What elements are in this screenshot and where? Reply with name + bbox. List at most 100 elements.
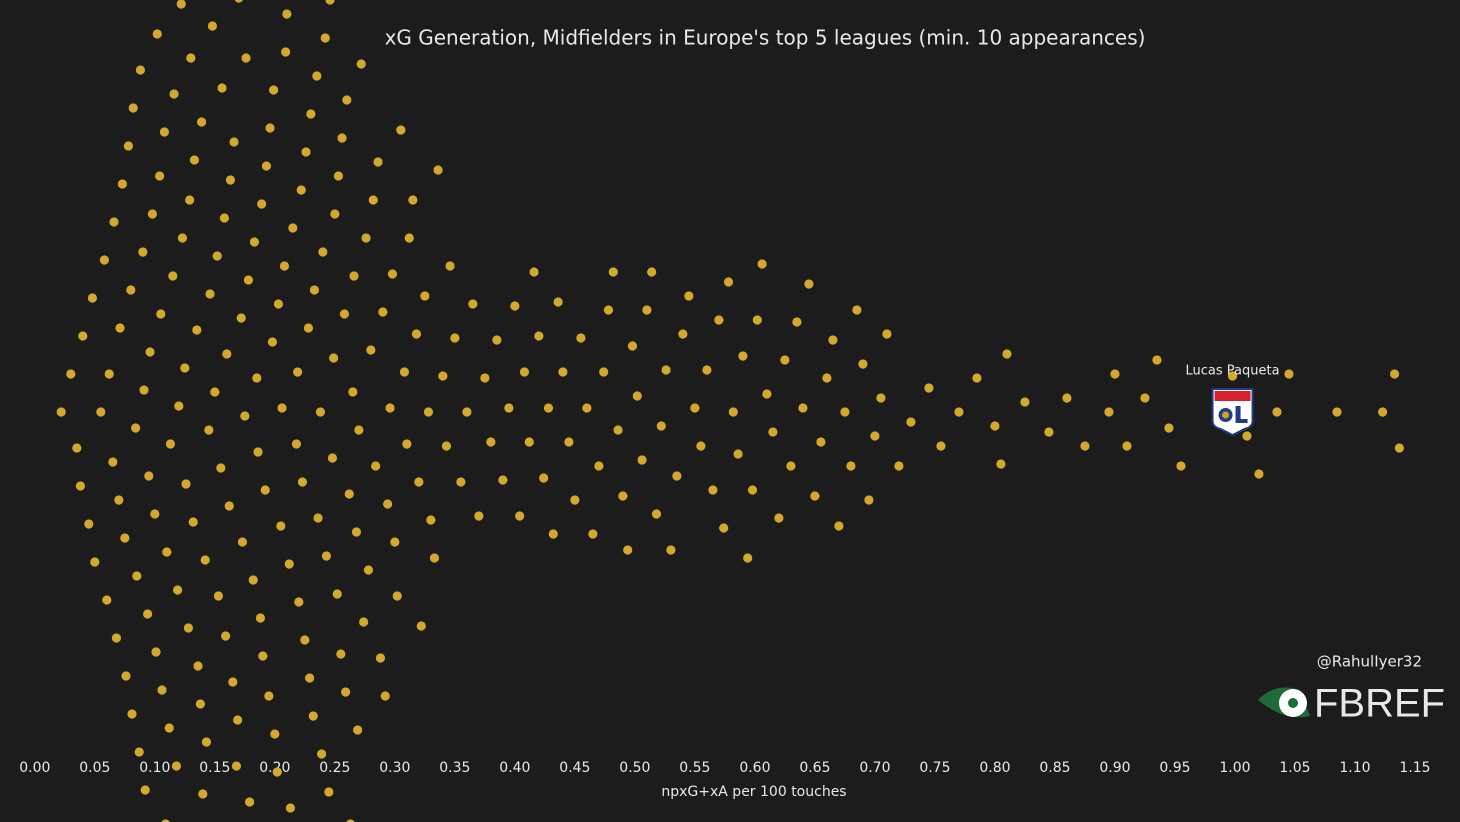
- player-dot: [380, 691, 390, 701]
- player-dot: [543, 403, 554, 413]
- player-dot: [1284, 369, 1294, 379]
- player-dot: [780, 355, 790, 365]
- player-dot: [792, 317, 802, 327]
- player-dot: [480, 373, 490, 383]
- player-dot: [894, 461, 904, 471]
- player-dot: [325, 0, 335, 5]
- player-dot: [383, 499, 393, 509]
- player-dot: [423, 407, 434, 417]
- player-dot: [143, 609, 153, 619]
- player-dot: [152, 29, 162, 39]
- x-tick-label: 0.35: [439, 760, 470, 776]
- player-dot: [1227, 371, 1238, 381]
- player-dot: [1332, 407, 1342, 417]
- player-dot: [420, 291, 430, 301]
- player-dot: [371, 461, 381, 471]
- player-dot: [177, 233, 188, 243]
- player-dot: [216, 463, 226, 473]
- player-dot: [321, 551, 332, 561]
- player-dot: [1002, 349, 1012, 359]
- player-dot: [768, 427, 778, 437]
- player-dot: [462, 407, 472, 417]
- x-tick-label: 1.00: [1219, 760, 1250, 776]
- player-dot: [120, 533, 130, 543]
- player-dot: [341, 687, 351, 697]
- player-dot: [132, 571, 142, 581]
- player-dot: [1062, 393, 1072, 403]
- player-dot: [399, 367, 410, 377]
- player-dot: [510, 301, 520, 311]
- player-dot: [288, 223, 298, 233]
- player-dot: [408, 195, 418, 205]
- player-dot: [576, 333, 586, 343]
- player-dot: [708, 485, 718, 495]
- player-dot: [213, 591, 224, 601]
- player-dot: [387, 269, 398, 279]
- player-dot: [189, 155, 200, 165]
- player-dot: [411, 329, 422, 339]
- player-dot: [264, 691, 274, 701]
- player-dot: [368, 195, 378, 205]
- player-dot: [684, 291, 694, 301]
- player-dot: [1394, 443, 1404, 453]
- player-dot: [109, 217, 119, 227]
- player-dot: [108, 457, 118, 467]
- player-dot: [627, 341, 638, 351]
- player-dot: [804, 279, 814, 289]
- player-dot: [255, 613, 266, 623]
- player-dot: [318, 247, 328, 257]
- player-dot: [222, 349, 232, 359]
- player-dot: [642, 305, 652, 315]
- player-dot: [115, 323, 125, 333]
- player-dot: [308, 711, 318, 721]
- player-dot: [128, 103, 138, 113]
- player-dot: [324, 787, 334, 797]
- player-dot: [297, 477, 308, 487]
- player-dot: [426, 515, 436, 525]
- player-dot: [1044, 427, 1054, 437]
- player-dot: [135, 65, 146, 75]
- x-tick-label: 0.20: [259, 760, 290, 776]
- player-dot: [282, 9, 292, 19]
- player-dot: [139, 385, 149, 395]
- player-dot: [231, 761, 242, 771]
- player-dot: [1164, 423, 1174, 433]
- player-dot: [504, 403, 514, 413]
- player-dot: [273, 299, 284, 309]
- player-dot: [188, 517, 198, 527]
- player-dot: [623, 545, 633, 555]
- player-dot: [882, 329, 892, 339]
- player-dot: [99, 255, 110, 265]
- player-dot: [281, 47, 291, 57]
- player-dot: [145, 347, 155, 357]
- player-dot: [126, 285, 136, 295]
- player-dot: [346, 819, 355, 822]
- player-dot: [858, 359, 868, 369]
- player-dot: [1377, 407, 1388, 417]
- player-dot: [181, 479, 191, 489]
- player-dot: [924, 383, 934, 393]
- player-dot: [169, 89, 179, 99]
- player-dot: [618, 491, 628, 501]
- player-dot: [197, 117, 207, 127]
- player-dot: [661, 365, 671, 375]
- player-dot: [1176, 461, 1186, 471]
- player-dot: [834, 521, 844, 531]
- player-dot: [1020, 397, 1030, 407]
- player-dot: [236, 313, 246, 323]
- player-dot: [185, 195, 195, 205]
- player-dot: [267, 337, 278, 347]
- player-dot: [253, 447, 263, 457]
- player-dot: [72, 443, 82, 453]
- player-dot: [524, 437, 534, 447]
- player-dot: [1110, 369, 1120, 379]
- player-dot: [548, 529, 558, 539]
- player-dot: [243, 275, 254, 285]
- player-dot: [104, 369, 114, 379]
- player-dot: [594, 461, 604, 471]
- player-dot: [56, 407, 66, 417]
- player-dot: [690, 403, 700, 413]
- player-dot: [111, 633, 122, 643]
- x-tick-label: 0.30: [379, 760, 410, 776]
- player-dot: [300, 635, 310, 645]
